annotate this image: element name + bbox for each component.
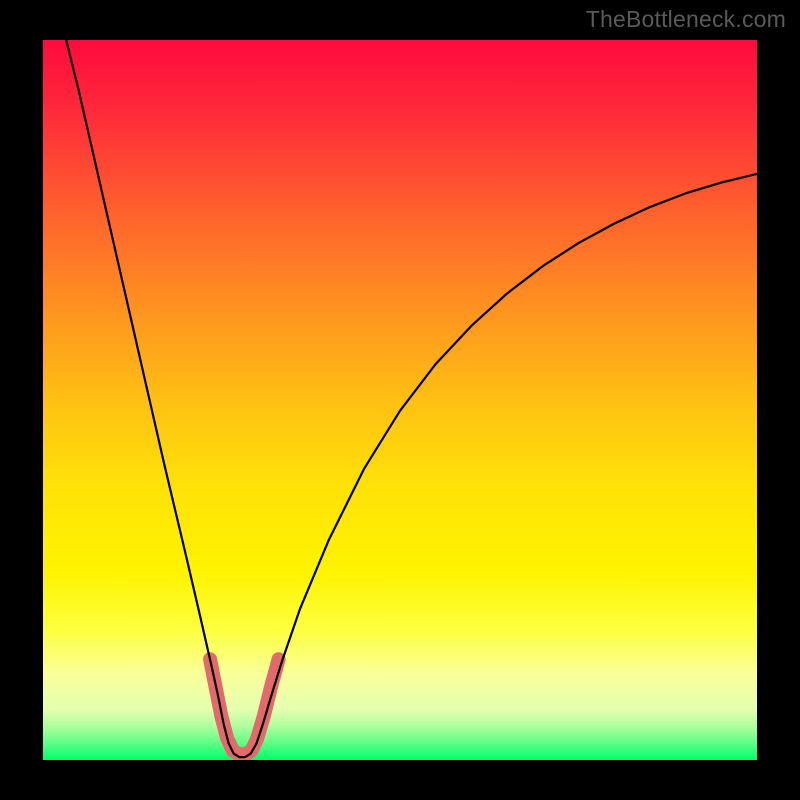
bottleneck-chart [0,0,800,800]
watermark-label: TheBottleneck.com [586,6,786,33]
chart-container: TheBottleneck.com [0,0,800,800]
